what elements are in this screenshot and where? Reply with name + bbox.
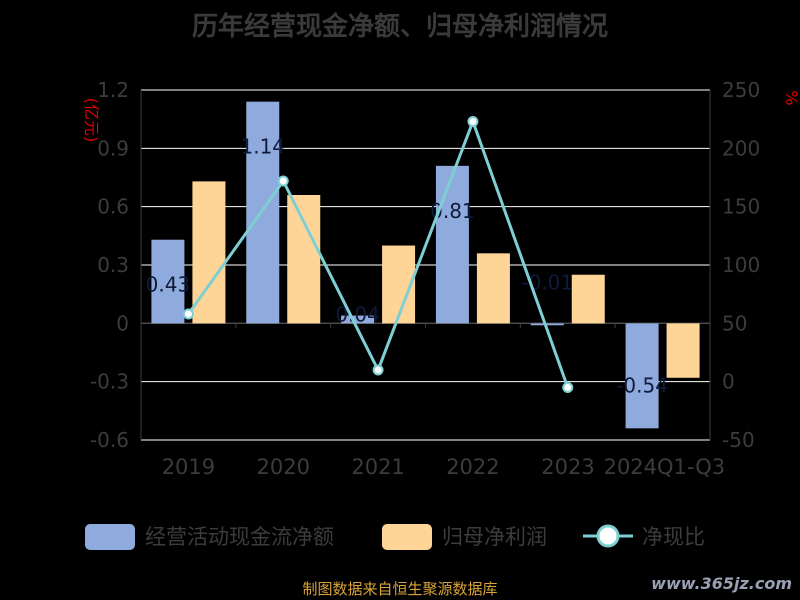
- legend-label-ratio: 净现比: [642, 525, 705, 549]
- bar-netprofit: [666, 323, 700, 378]
- line-ratio: [187, 117, 570, 389]
- y-tick-left: -0.6: [90, 428, 129, 452]
- y-tick-left: -0.3: [90, 370, 129, 394]
- y-tick-right: -50: [722, 428, 755, 452]
- legend-label-netprofit: 归母净利润: [442, 525, 547, 549]
- line-point: [277, 175, 289, 187]
- bar-netprofit: [571, 274, 605, 324]
- bar-data-label: 0.04: [335, 302, 380, 326]
- x-tick-label: 2022: [446, 455, 499, 479]
- y-axis-left-label: (亿元): [82, 98, 101, 143]
- x-tick-label: 2019: [162, 455, 215, 479]
- bar-netprofit: [287, 195, 321, 324]
- line-point: [562, 382, 574, 393]
- legend-marker-ratio: [596, 524, 620, 548]
- y-tick-left: 0.9: [97, 136, 129, 160]
- bar-cashflow: [246, 101, 280, 324]
- legend-label-cashflow: 经营活动现金流净额: [145, 525, 334, 549]
- line-point: [467, 116, 479, 127]
- y-tick-right: 50: [722, 311, 747, 335]
- y-tick-left: 1.2: [97, 78, 129, 102]
- y-tick-right: 150: [722, 195, 760, 219]
- chart-title: 历年经营现金净额、归母净利润情况: [191, 12, 608, 42]
- bar-cashflow: [435, 165, 469, 324]
- bar-cashflow: [151, 239, 185, 324]
- legend-swatch-netprofit: [382, 524, 432, 550]
- y-tick-left: 0.3: [97, 253, 129, 277]
- y-tick-left: 0: [116, 311, 129, 335]
- bar-netprofit: [476, 253, 510, 324]
- bar-cashflow: [530, 323, 564, 326]
- bar-cashflow: [625, 323, 659, 429]
- bar-data-label: 0.43: [146, 273, 191, 297]
- bar-data-label: 1.14: [240, 135, 285, 159]
- line-point: [182, 308, 194, 320]
- bar-cashflow: [341, 315, 375, 324]
- y-tick-right: 100: [722, 253, 760, 277]
- source-note: 制图数据来自恒生聚源数据库: [302, 580, 498, 598]
- watermark: www.365jz.com: [651, 574, 792, 593]
- y-tick-right: 0: [722, 370, 735, 394]
- y-axis-right-label: %: [782, 90, 800, 105]
- x-tick-label: 2021: [351, 455, 404, 479]
- legend-swatch-cashflow: [85, 524, 135, 550]
- bar-data-label: -0.54: [616, 373, 668, 397]
- x-tick-label: 2020: [257, 455, 310, 479]
- x-tick-label: 2024Q1-Q3: [604, 455, 726, 479]
- line-point: [372, 364, 384, 376]
- y-tick-right: 200: [722, 136, 760, 160]
- y-tick-left: 0.6: [97, 195, 129, 219]
- y-tick-right: 250: [722, 78, 760, 102]
- x-tick-label: 2023: [541, 455, 594, 479]
